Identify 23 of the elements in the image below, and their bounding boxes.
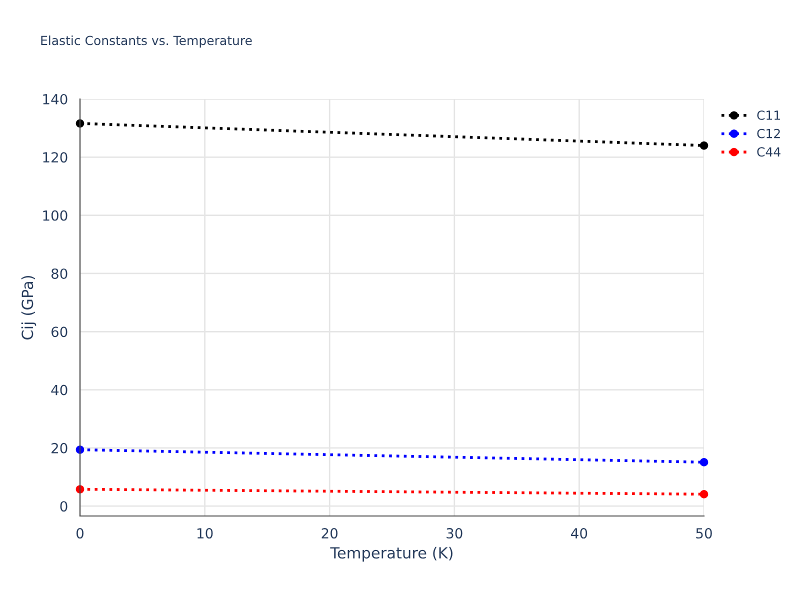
- y-tick-label: 100: [43, 210, 68, 221]
- legend-label: C11: [757, 110, 780, 120]
- x-tick-label: 40: [571, 528, 588, 539]
- x-tick-label: 10: [197, 528, 213, 539]
- y-tick-label: 80: [51, 268, 68, 279]
- x-tick-label: 30: [446, 528, 462, 539]
- x-tick-label: 0: [76, 528, 84, 539]
- x-axis-title: Temperature (K): [330, 546, 452, 562]
- chart-title: Elastic Constants vs. Temperature: [41, 36, 252, 48]
- legend-label: C12: [757, 128, 780, 138]
- y-tick-label: 60: [51, 326, 68, 338]
- point: [700, 141, 708, 150]
- y-tick-label: 140: [43, 94, 68, 104]
- y-tick-label: 40: [51, 384, 68, 396]
- y-tick-label: 20: [52, 442, 68, 454]
- y-tick-label: 120: [43, 152, 68, 163]
- y-axis-title: Cij (GPa): [21, 276, 36, 340]
- point: [700, 458, 708, 466]
- point: [700, 490, 708, 498]
- y-tick-label: 0: [60, 501, 68, 512]
- legend-label: C44: [757, 147, 780, 157]
- x-tick-label: 50: [696, 528, 712, 539]
- x-tick-label: 20: [322, 528, 338, 539]
